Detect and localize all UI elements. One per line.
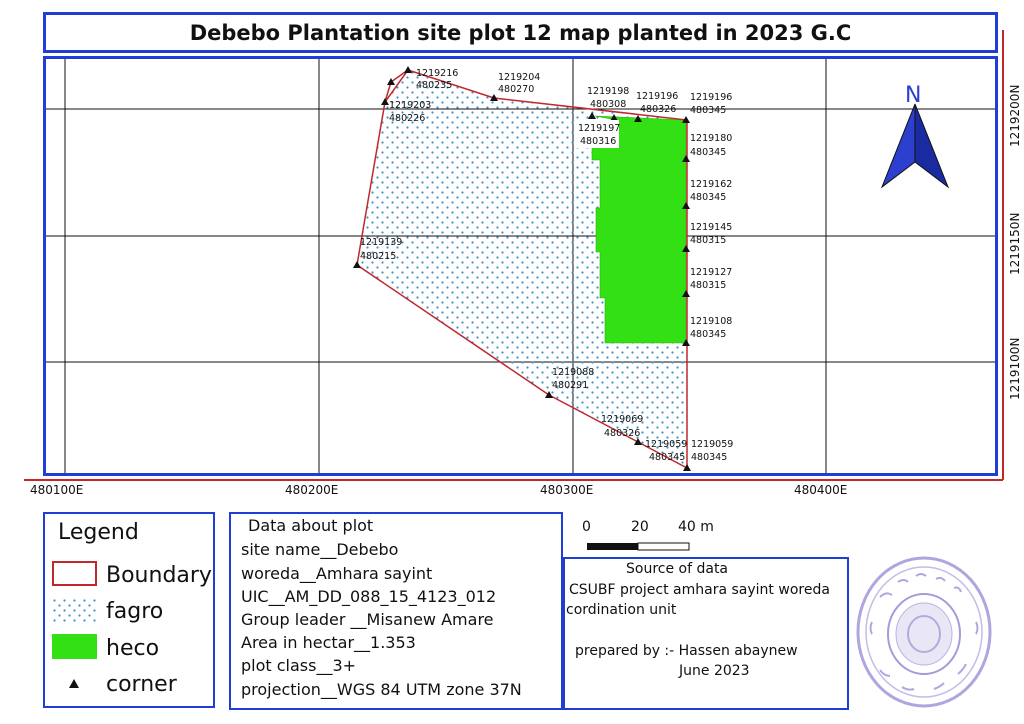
plot-data-line: site name__Debebo [241, 540, 399, 559]
point-label: 1219204 [498, 72, 540, 83]
point-label: 480315 [690, 235, 726, 246]
corner-marker [353, 261, 361, 268]
source-line: CSUBF project amhara sayint woreda [569, 582, 830, 598]
legend-item-label: Boundary [106, 563, 212, 588]
point-label: 1219196 [636, 91, 678, 102]
corner-marker [634, 115, 642, 122]
point-label: 480345 [691, 452, 727, 463]
point-label: 1219162 [690, 179, 732, 190]
point-label: 1219069 [601, 414, 643, 425]
plot-data-line: woreda__Amhara sayint [241, 564, 433, 583]
point-label: 480235 [416, 80, 452, 91]
corner-markers [353, 66, 691, 471]
point-label: 480345 [690, 147, 726, 158]
plot-data-line: Group leader __Misanew Amare [241, 610, 494, 629]
point-label: 480345 [690, 329, 726, 340]
map-canvas: 1219216 480235 1219204 480270 1219203 48… [24, 30, 1022, 497]
prepared-by: prepared by :- Hassen abaynew [575, 643, 798, 659]
point-label: 480345 [690, 192, 726, 203]
corner-icon [69, 679, 79, 688]
point-label: 1219059 [645, 439, 687, 450]
point-label: 480316 [580, 136, 616, 147]
corner-marker [381, 98, 389, 105]
y-coordinate-label: 1219200N [1008, 85, 1022, 147]
point-label: 480326 [604, 428, 640, 439]
plot-data-line: plot class__3+ [241, 656, 357, 675]
point-label: 1219197 [578, 123, 620, 134]
source-line: cordination unit [566, 602, 677, 618]
point-label: 1219059 [691, 439, 733, 450]
point-label: 480345 [649, 452, 685, 463]
corner-marker [682, 202, 690, 209]
point-label: 480291 [552, 380, 588, 391]
scale-label: 20 [631, 519, 649, 535]
point-label: 1219198 [587, 86, 629, 97]
legend-item-label: corner [106, 672, 177, 697]
plot-data-line: Area in hectar__1.353 [241, 633, 416, 652]
point-labels: 1219216 480235 1219204 480270 1219203 48… [360, 68, 733, 463]
point-label: 1219216 [416, 68, 458, 79]
corner-marker [682, 339, 690, 346]
x-coordinate-label: 480200E [285, 483, 338, 497]
point-label: 480215 [360, 251, 396, 262]
legend-item-label: heco [106, 636, 160, 661]
corner-marker [588, 112, 596, 119]
point-label: 1219088 [552, 367, 594, 378]
point-label: 1219145 [690, 222, 732, 233]
map-title: Debebo Plantation site plot 12 map plant… [189, 20, 852, 45]
official-seal-stamp [856, 556, 992, 708]
corner-marker [545, 391, 553, 398]
corner-marker [634, 438, 642, 445]
point-label: 480308 [590, 99, 626, 110]
point-label: 1219196 [690, 92, 732, 103]
y-coordinate-label: 1219150N [1008, 213, 1022, 275]
plot-data-heading: Data about plot [248, 516, 374, 535]
boundary-line [384, 81, 392, 103]
north-arrow-icon: N [880, 83, 950, 189]
corner-marker [610, 114, 618, 121]
corner-marker [682, 290, 690, 297]
point-label: 1219180 [690, 133, 732, 144]
point-label: 480345 [690, 105, 726, 116]
source-heading: Source of data [626, 561, 729, 577]
heco-area [591, 115, 687, 344]
point-label: 1219203 [389, 100, 431, 111]
legend-item-label: fagro [106, 599, 164, 624]
legend-title: Legend [58, 520, 139, 545]
x-coordinate-label: 480100E [30, 483, 83, 497]
plot-data-box [229, 512, 563, 710]
plot-data-line: UIC__AM_DD_088_15_4123_012 [241, 587, 497, 606]
source-box [563, 557, 849, 710]
label-bg [575, 120, 619, 148]
point-label: 1219108 [690, 316, 732, 327]
prepared-date: June 2023 [679, 663, 750, 679]
point-label: 1219139 [360, 237, 402, 248]
point-label: 480315 [690, 280, 726, 291]
legend-heco-swatch [52, 634, 97, 659]
corner-marker [682, 245, 690, 252]
title-box: Debebo Plantation site plot 12 map plant… [43, 12, 998, 53]
corner-marker [404, 66, 412, 73]
x-coordinate-label: 480400E [794, 483, 847, 497]
point-label: 480326 [640, 104, 676, 115]
scale-bar: 0 20 40 m [582, 519, 714, 551]
north-label: N [905, 83, 921, 108]
corner-marker [682, 116, 690, 123]
corner-marker [682, 155, 690, 162]
corner-marker [387, 78, 395, 85]
legend-box [43, 512, 215, 708]
legend-fagro-swatch [52, 598, 97, 623]
scale-label: 0 [582, 519, 591, 535]
corner-marker [683, 464, 691, 471]
point-label: 480226 [389, 113, 425, 124]
scale-label: 40 m [678, 519, 714, 535]
x-coordinate-label: 480300E [540, 483, 593, 497]
y-coordinate-label: 1219100N [1008, 338, 1022, 400]
legend-boundary-swatch [52, 561, 97, 586]
corner-marker [490, 94, 498, 101]
point-label: 1219127 [690, 267, 732, 278]
plot-data-line: projection__WGS 84 UTM zone 37N [241, 680, 522, 699]
point-label: 480270 [498, 84, 534, 95]
